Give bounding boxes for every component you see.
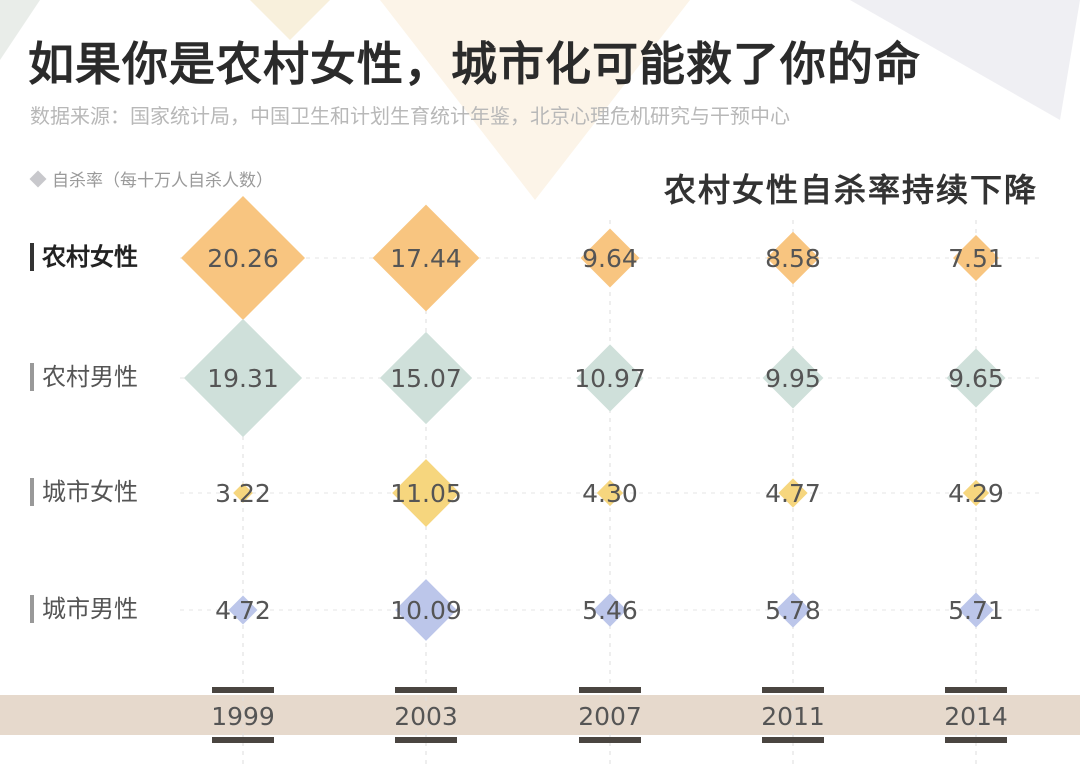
value-label: 9.64 [582,244,638,273]
value-label: 9.65 [948,364,1004,393]
diamond-mark [596,479,624,507]
value-label: 7.51 [948,244,1004,273]
diamond-mark [379,331,473,425]
diamond-mark [228,595,258,625]
diamond-mark [372,204,480,312]
chart-subtitle: 农村女性自杀率持续下降 [663,171,1038,209]
year-bar-bottom [579,737,641,743]
year-tick-label: 2011 [761,702,825,731]
year-tick-label: 1999 [211,702,275,731]
year-tick-label: 2007 [578,702,642,731]
value-label: 19.31 [207,364,279,393]
year-bar-top [579,687,641,693]
diamond-mark [766,231,820,285]
page-title: 如果你是农村女性，城市化可能救了你的命 [28,37,921,91]
value-label: 4.77 [765,479,821,508]
diamond-mark [580,228,640,288]
row-label: 城市男性 [30,595,138,623]
year-bar-top [212,687,274,693]
value-label: 10.97 [574,364,646,393]
value-label: 4.72 [215,596,271,625]
diamond-mark [392,459,460,527]
value-label: 15.07 [390,364,462,393]
value-label: 5.71 [948,596,1004,625]
value-label: 9.95 [765,364,821,393]
legend-label: 自杀率（每十万人自杀人数） [52,171,273,191]
year-bar-bottom [212,737,274,743]
diamond-mark [576,344,644,412]
row-label: 城市女性 [30,478,138,506]
year-bar-top [945,687,1007,693]
row-label: 农村女性 [30,243,138,271]
year-bar-top [762,687,824,693]
year-bar-bottom [945,737,1007,743]
data-source: 数据来源：国家统计局，中国卫生和计划生育统计年鉴，北京心理危机研究与干预中心 [30,104,790,128]
diamond-mark [233,483,253,503]
value-label: 10.09 [390,596,462,625]
diamond-mark [778,478,808,508]
value-label: 5.78 [765,596,821,625]
value-label: 4.29 [948,479,1004,508]
row-label: 农村男性 [30,363,138,391]
value-label: 5.46 [582,596,638,625]
diamond-mark [593,593,627,627]
diamond-mark [953,235,999,281]
diamond-mark [395,579,457,641]
diamond-mark [958,592,994,628]
diamond-mark [762,347,824,409]
value-label: 3.22 [215,479,271,508]
value-label: 8.58 [765,244,821,273]
value-label: 4.30 [582,479,638,508]
year-bar-top [395,687,457,693]
diamond-mark [181,196,305,320]
year-tick-label: 2003 [394,702,458,731]
value-label: 20.26 [207,244,279,273]
value-label: 17.44 [390,244,462,273]
legend: 自杀率（每十万人自杀人数） [29,166,273,191]
diamond-mark [183,318,303,438]
year-bar-bottom [762,737,824,743]
value-label: 11.05 [390,479,462,508]
diamond-mark [775,592,811,628]
diamond-mark [946,348,1006,408]
year-tick-label: 2014 [944,702,1008,731]
year-bar-bottom [395,737,457,743]
diamond-mark [962,479,990,507]
